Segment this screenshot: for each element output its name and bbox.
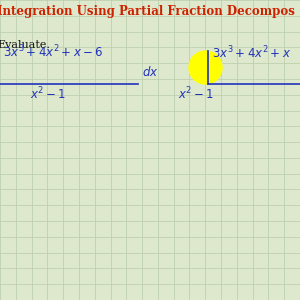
Circle shape: [189, 51, 222, 84]
Text: Integration Using Partial Fraction Decompos: Integration Using Partial Fraction Decom…: [0, 4, 295, 17]
Text: Evaluate.: Evaluate.: [0, 40, 50, 50]
Text: $x^2-1$: $x^2-1$: [178, 85, 215, 102]
Text: $3x^3 + 4x^2 + x - 6$: $3x^3 + 4x^2 + x - 6$: [3, 44, 103, 60]
Text: $dx$: $dx$: [142, 65, 159, 79]
Text: $3x^3+4x^2+x$: $3x^3+4x^2+x$: [212, 45, 291, 62]
Text: $x^2 - 1$: $x^2 - 1$: [30, 85, 66, 102]
